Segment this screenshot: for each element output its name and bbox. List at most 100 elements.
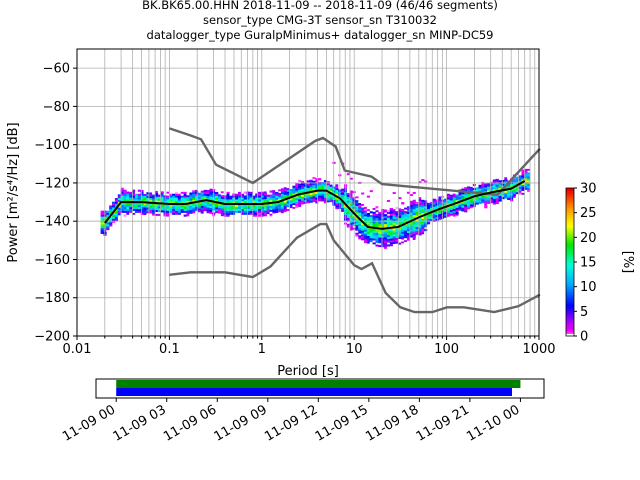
heatmap-cell xyxy=(378,218,382,221)
heatmap-cell xyxy=(189,211,193,214)
heatmap-cell xyxy=(306,189,310,192)
heatmap-cell xyxy=(255,210,259,213)
heatmap-cell xyxy=(249,195,253,198)
heatmap-cell xyxy=(501,191,505,194)
heatmap-cell xyxy=(272,213,276,216)
heatmap-cell xyxy=(375,223,379,226)
heatmap-cell xyxy=(109,205,113,208)
heatmap-cell xyxy=(409,212,413,215)
heatmap-cell xyxy=(137,210,141,213)
heatmap-cell xyxy=(418,198,422,201)
heatmap-cell xyxy=(495,199,499,203)
heatmap-cell xyxy=(478,199,482,203)
heatmap-cell xyxy=(366,231,371,235)
heatmap-cell xyxy=(229,212,233,215)
heatmap-cell xyxy=(429,207,433,210)
heatmap-cell xyxy=(146,214,150,218)
heatmap-cell xyxy=(389,209,393,212)
heatmap-cell xyxy=(355,226,359,229)
heatmap-cell xyxy=(369,218,373,221)
colorbar-segment xyxy=(566,227,574,231)
heatmap-cell xyxy=(243,197,247,200)
heatmap-cell xyxy=(452,195,456,198)
heatmap-cell xyxy=(384,240,388,244)
heatmap-cell xyxy=(217,194,222,197)
heatmap-cell xyxy=(415,211,419,214)
heatmap-cell xyxy=(220,200,224,203)
heatmap-cell xyxy=(409,202,413,205)
heatmap-cell xyxy=(421,222,425,225)
heatmap-cell xyxy=(298,202,302,206)
heatmap-cell xyxy=(386,211,391,215)
heatmap-cell xyxy=(404,220,408,223)
heatmap-cell xyxy=(260,199,265,202)
heatmap-cell xyxy=(521,188,525,191)
heatmap-cell xyxy=(404,228,408,231)
heatmap-cell xyxy=(429,213,433,216)
heatmap-cell xyxy=(249,201,253,204)
heatmap-cell xyxy=(238,201,242,204)
heatmap-cell xyxy=(409,194,413,196)
heatmap-cell xyxy=(378,206,382,209)
heatmap-cell xyxy=(412,216,416,219)
heatmap-cell xyxy=(398,232,402,236)
heatmap-cell xyxy=(498,185,502,189)
heatmap-cell xyxy=(349,226,353,229)
timeline-tick-label: 11-09 06 xyxy=(161,402,219,444)
heatmap-cell xyxy=(255,189,259,192)
heatmap-cell xyxy=(512,193,517,196)
heatmap-cell xyxy=(392,241,396,244)
heatmap-cell xyxy=(240,195,245,198)
heatmap-cell xyxy=(195,212,199,215)
heatmap-cell xyxy=(398,227,402,230)
heatmap-cell xyxy=(435,218,439,221)
heatmap-cell xyxy=(418,181,422,184)
heatmap-cell xyxy=(200,205,204,208)
heatmap-cell xyxy=(389,213,393,216)
heatmap-cell xyxy=(438,200,442,203)
heatmap-cell xyxy=(120,195,124,198)
heatmap-cell xyxy=(149,188,153,191)
heatmap-cell xyxy=(235,212,239,215)
heatmap-cell xyxy=(137,195,141,198)
heatmap-cell xyxy=(186,194,190,198)
heatmap-cell xyxy=(386,244,391,247)
heatmap-cell xyxy=(272,192,276,195)
heatmap-cell xyxy=(329,184,333,187)
heatmap-cell xyxy=(106,222,110,225)
heatmap-cell xyxy=(197,208,202,211)
heatmap-cell xyxy=(395,222,399,225)
heatmap-cell xyxy=(378,231,382,234)
heatmap-cell xyxy=(137,204,141,208)
heatmap-cell xyxy=(192,199,196,202)
heatmap-cell xyxy=(498,199,502,202)
heatmap-cell xyxy=(404,237,408,241)
timeline-tick-label: 11-09 18 xyxy=(363,402,421,444)
heatmap-cell xyxy=(229,206,233,210)
heatmap-cell xyxy=(263,193,267,196)
heatmap-cell xyxy=(206,186,210,189)
heatmap-cell xyxy=(249,199,253,202)
heatmap-cell xyxy=(160,191,164,194)
heatmap-cell xyxy=(289,205,293,209)
heatmap-cell xyxy=(398,236,402,239)
heatmap-cell xyxy=(481,189,485,192)
colorbar-segment xyxy=(566,264,574,268)
heatmap-cell xyxy=(389,236,393,239)
heatmap-cell xyxy=(515,186,519,189)
heatmap-cell xyxy=(444,219,448,222)
heatmap-cell xyxy=(504,196,508,199)
heatmap-cell xyxy=(386,234,391,238)
heatmap-cell xyxy=(346,190,350,194)
heatmap-cell xyxy=(358,212,362,215)
heatmap-cell xyxy=(146,191,150,195)
colorbar-segment xyxy=(566,313,574,317)
heatmap-cell xyxy=(415,209,419,212)
heatmap-cell xyxy=(384,238,388,242)
heatmap-cell xyxy=(278,212,282,215)
heatmap-cell xyxy=(398,221,402,224)
heatmap-cell xyxy=(421,203,425,206)
heatmap-cell xyxy=(137,206,141,210)
heatmap-cell xyxy=(361,209,365,212)
y-tick-label: −200 xyxy=(34,330,70,345)
